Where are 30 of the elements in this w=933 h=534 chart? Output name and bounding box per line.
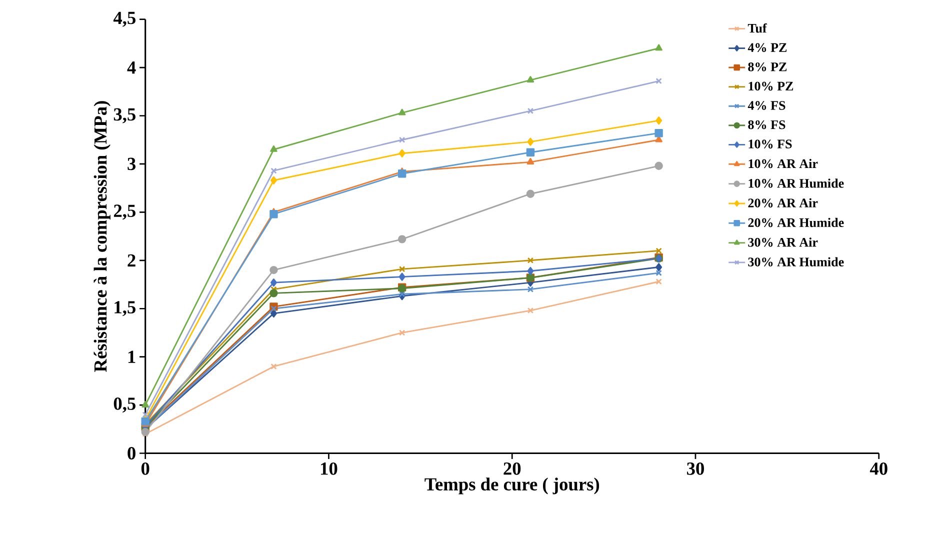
legend-label: Tuf	[748, 23, 767, 33]
legend-label: 20% AR Humide	[748, 218, 844, 227]
x-tick-label: 40	[870, 462, 888, 475]
y-tick-label: 1,5	[114, 300, 136, 316]
y-tick-label: 4	[127, 61, 136, 74]
y-tick-label: 2	[128, 254, 136, 266]
y-axis-title: Résistance à la compression (MPa)	[94, 100, 110, 372]
legend-label: 8% FS	[748, 120, 786, 129]
legend-label: 30% AR Air	[748, 237, 818, 247]
legend-label: 8% PZ	[748, 62, 787, 72]
legend-label: 30% AR Humide	[748, 257, 844, 266]
x-tick-label: 20	[504, 462, 521, 475]
y-tick-label: 0	[128, 446, 136, 460]
y-tick-label: 3,5	[114, 108, 136, 124]
y-tick-label: 0,5	[114, 397, 136, 412]
y-tick-label: 2,5	[114, 204, 136, 220]
x-axis-title: Temps de cure ( jours)	[424, 477, 600, 494]
y-tick-label: 3	[128, 158, 136, 170]
legend-label: 10% FS	[748, 139, 792, 148]
legend-label: 4% PZ	[748, 42, 787, 52]
x-tick-label: 10	[321, 462, 338, 475]
legend-label: 10% AR Air	[748, 158, 818, 168]
legend-label: 10% PZ	[748, 82, 794, 90]
legend-label: 20% AR Air	[748, 198, 818, 208]
legend-label: 4% FS	[748, 100, 786, 110]
y-tick-label: 1	[128, 350, 136, 363]
legend-label: 10% AR Humide	[748, 178, 844, 188]
y-tick-label: 4,5	[113, 12, 136, 27]
x-tick-label: 30	[687, 462, 704, 475]
x-tick-label: 0	[141, 462, 150, 475]
